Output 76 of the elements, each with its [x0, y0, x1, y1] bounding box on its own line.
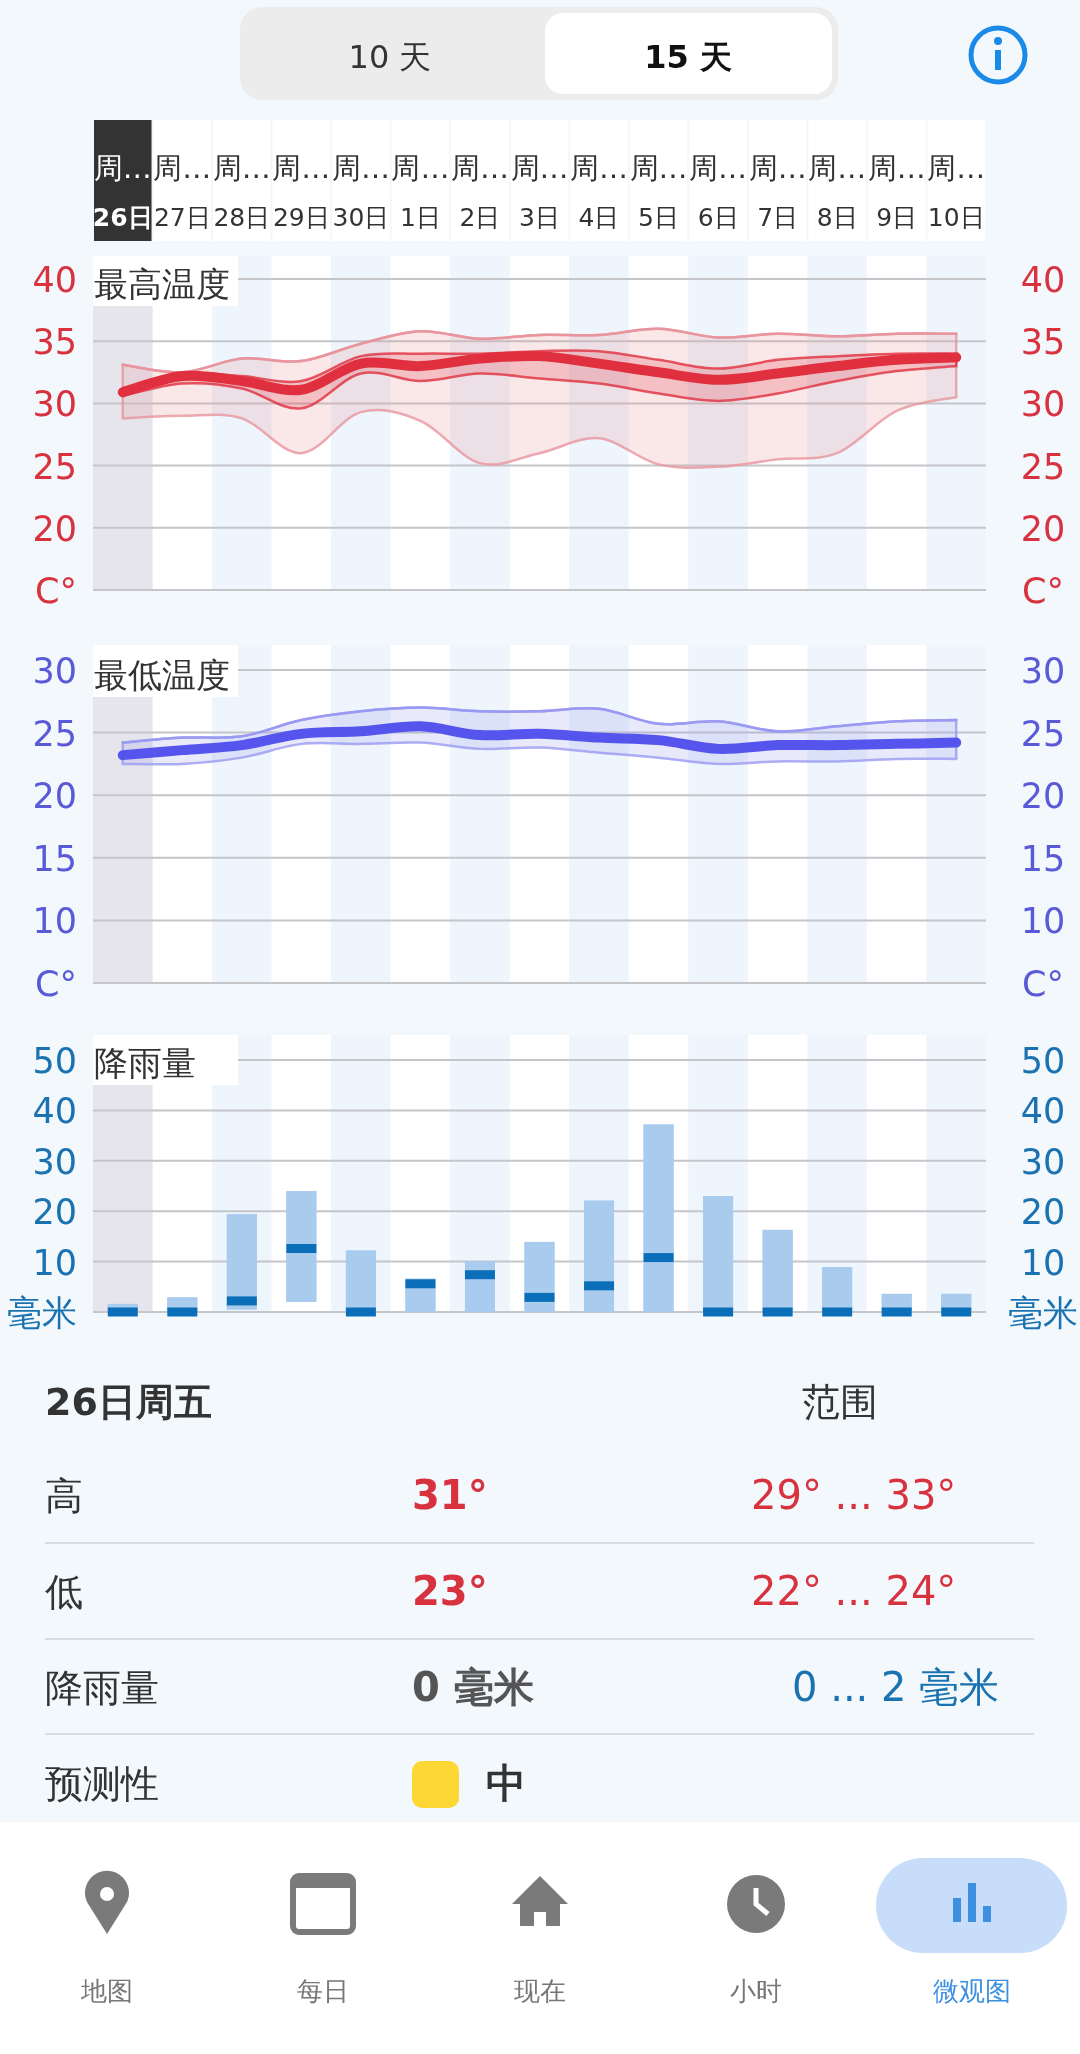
line-series	[121, 327, 958, 374]
y-tick-label: 20	[32, 1192, 77, 1233]
y-tick-label: 15	[32, 838, 77, 879]
y2-tick-label: 25	[1020, 713, 1066, 754]
text: 26日周五	[45, 1380, 212, 1424]
x-tick-label: 周… 28日	[212, 151, 271, 232]
y-tick-label: 30	[32, 384, 77, 425]
y2-tick-label: 50	[1020, 1041, 1066, 1081]
y2-tick-label: 10	[1020, 901, 1066, 942]
y2-tick-label: C°	[1022, 964, 1064, 1004]
text: 现在	[514, 1976, 566, 2006]
y2-tick-label: 40	[1020, 1091, 1066, 1132]
x-tick-label: 周… 9日	[867, 151, 926, 232]
text: 23°	[412, 1568, 488, 1614]
x-tick-label: 周… 3日	[510, 151, 569, 232]
y-tick-label: 10	[32, 901, 77, 942]
text: 每日	[297, 1976, 349, 2006]
x-tick-label: 周… 4日	[570, 151, 629, 232]
y2-tick-label: 25	[1020, 446, 1066, 487]
text: 微观图	[933, 1976, 1011, 2006]
y2-tick-label: 20	[1020, 1192, 1066, 1233]
x-tick-label: 周… 26日	[92, 151, 153, 232]
text: 地图	[80, 1976, 133, 2006]
y2-tick-label: 10	[1020, 1242, 1066, 1283]
x-tick-label: 周… 30日	[331, 151, 390, 232]
x-tick-label: 周… 1日	[391, 151, 450, 232]
text: 29° ... 33°	[751, 1472, 957, 1518]
y2-tick-label: 40	[1020, 260, 1066, 300]
chart-title: 降雨量	[94, 1043, 196, 1083]
y-tick-label: 40	[32, 260, 77, 300]
text: 预测性	[45, 1762, 159, 1806]
chart-title: 最低温度	[94, 655, 230, 695]
text: 小时	[730, 1976, 782, 2006]
y2-tick-label: 30	[1020, 384, 1066, 425]
y-tick-label: 30	[32, 1141, 77, 1182]
y-tick-label: 25	[32, 446, 77, 487]
text: 低	[45, 1570, 83, 1614]
y-tick-label: 40	[32, 1091, 77, 1132]
line-series	[121, 706, 958, 744]
y-tick-label: 50	[32, 1041, 77, 1081]
y-tick-label: 20	[32, 508, 77, 549]
x-tick-label: 周… 5日	[629, 151, 688, 232]
x-tick-label: 周… 8日	[808, 151, 867, 232]
y2-tick-label: 30	[1020, 1141, 1066, 1182]
y2-tick-label: 30	[1020, 651, 1066, 691]
text: 22° ... 24°	[751, 1568, 957, 1614]
text: 15 天	[644, 38, 732, 76]
text: 中	[486, 1760, 526, 1806]
x-tick-label: 周… 29日	[272, 151, 331, 232]
y2-tick-label: 毫米	[1008, 1293, 1078, 1333]
x-tick-label: 周… 7日	[748, 151, 807, 232]
y-tick-label: 20	[32, 776, 77, 817]
y-tick-label: 毫米	[7, 1293, 77, 1333]
text: 0 ... 2 毫米	[792, 1664, 1000, 1710]
text: 10 天	[348, 38, 432, 76]
y-tick-label: C°	[35, 964, 77, 1004]
y2-tick-label: C°	[1022, 571, 1064, 611]
x-tick-label: 周… 10日	[927, 151, 986, 232]
y-tick-label: 30	[32, 651, 77, 691]
text: 31°	[412, 1472, 488, 1518]
x-tick-label: 周… 6日	[689, 151, 748, 232]
y2-tick-label: 35	[1020, 322, 1066, 363]
y-tick-label: 35	[32, 322, 77, 363]
y-tick-label: 10	[32, 1242, 77, 1283]
chart-title: 最高温度	[94, 264, 230, 304]
text: 高	[45, 1474, 83, 1518]
text: 0 毫米	[412, 1664, 534, 1710]
x-tick-label: 周… 27日	[153, 151, 212, 232]
y2-tick-label: 20	[1020, 776, 1066, 817]
y2-tick-label: 15	[1020, 838, 1066, 879]
text: 范围	[802, 1380, 878, 1424]
x-tick-label: 周… 2日	[450, 151, 509, 232]
y-tick-label: 25	[32, 713, 77, 754]
y2-tick-label: 20	[1020, 508, 1066, 549]
text: 降雨量	[45, 1666, 159, 1710]
y-tick-label: C°	[35, 571, 77, 611]
